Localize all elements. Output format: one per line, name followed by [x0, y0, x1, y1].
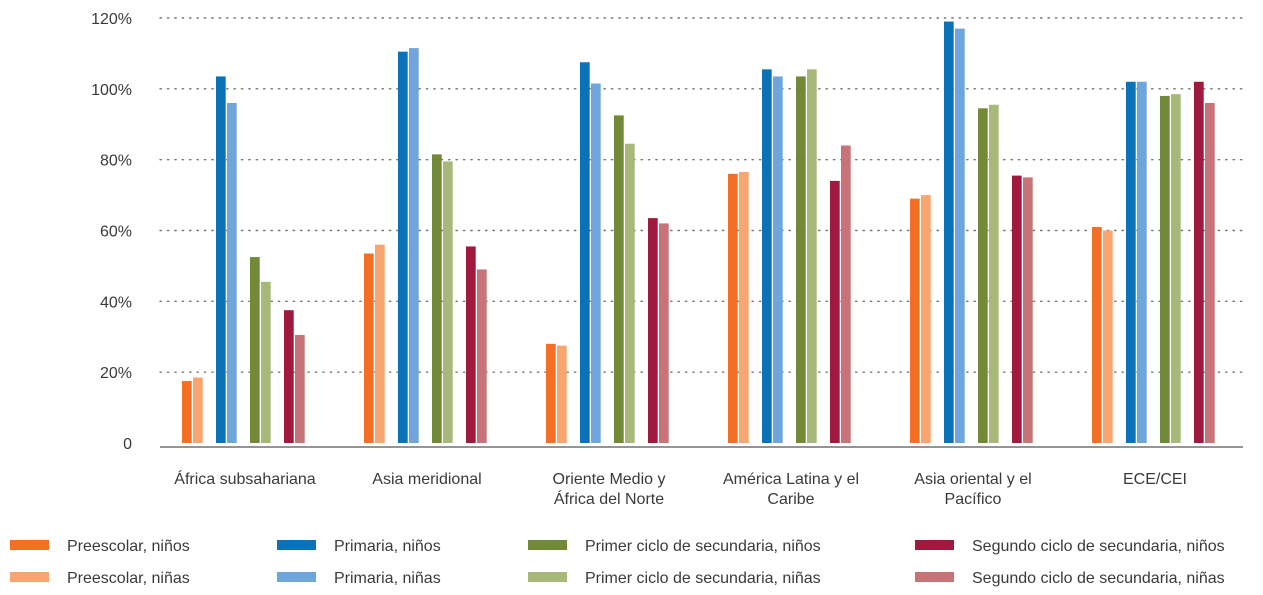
legend-label: Preescolar, niñas	[67, 570, 190, 587]
bar-7-1	[284, 310, 294, 443]
bar-3-6	[1126, 81, 1136, 443]
category-label: Asia meridional	[372, 471, 481, 488]
y-tick-label: 0	[123, 436, 132, 453]
bar-1-4	[728, 173, 738, 444]
category-label: América Latina y el	[723, 471, 859, 488]
bar-7-5	[1012, 175, 1022, 443]
legend-swatch	[10, 540, 49, 550]
gridlines	[159, 17, 1244, 373]
bar-2-2	[375, 244, 385, 443]
y-tick-label: 120%	[91, 11, 132, 28]
bar-5-5	[978, 108, 988, 443]
legend-label: Primaria, niños	[334, 538, 441, 555]
bar-8-6	[1205, 103, 1215, 443]
bar-4-6	[1137, 81, 1147, 443]
legend-label: Segundo ciclo de secundaria, niñas	[972, 570, 1225, 587]
bar-5-1	[250, 257, 260, 443]
bar-2-4	[739, 172, 749, 443]
category-label: ECE/CEI	[1123, 471, 1187, 488]
y-axis-tick-labels: 0 20% 40% 60% 80% 100% 120%	[91, 11, 132, 453]
bar-8-5	[1023, 177, 1033, 443]
legend-swatch	[10, 572, 49, 582]
bar-4-3	[591, 83, 601, 443]
category-label: África subsahariana	[174, 469, 316, 488]
bar-8-4	[841, 145, 851, 443]
bar-8-3	[659, 223, 669, 443]
bar-7-3	[648, 218, 658, 443]
bar-6-2	[443, 161, 453, 443]
category-label: África del Norte	[554, 489, 664, 508]
category-label: Asia oriental y el	[914, 471, 1031, 488]
bar-3-3	[580, 62, 590, 443]
bar-5-6	[1160, 95, 1170, 444]
bar-2-6	[1103, 230, 1113, 443]
bar-6-3	[625, 143, 635, 443]
bar-1-2	[364, 253, 374, 443]
bar-5-4	[796, 76, 806, 443]
category-labels: África subsahariana Asia meridional Orient…	[174, 469, 1187, 508]
bar-1-3	[546, 343, 556, 443]
bar-4-4	[773, 76, 783, 443]
bar-2-5	[921, 195, 931, 443]
category-label: Pacífico	[945, 491, 1002, 508]
legend-swatch	[915, 572, 954, 582]
bar-5-3	[614, 115, 624, 443]
legend-swatch	[528, 540, 567, 550]
bar-7-6	[1194, 81, 1204, 443]
bar-5-2	[432, 154, 442, 443]
bar-6-5	[989, 104, 999, 443]
y-tick-label: 40%	[100, 294, 132, 311]
bar-4-2	[409, 48, 419, 444]
bar-6-4	[807, 69, 817, 444]
bars	[182, 21, 1215, 444]
legend: Preescolar, niños Preescolar, niñas Primar…	[10, 538, 1225, 587]
bar-4-1	[227, 103, 237, 443]
bar-2-3	[557, 345, 567, 443]
category-label: Oriente Medio y	[553, 471, 666, 488]
y-tick-label: 20%	[100, 365, 132, 382]
bar-3-5	[944, 21, 954, 444]
bar-7-2	[466, 246, 476, 443]
legend-label: Primer ciclo de secundaria, niños	[585, 538, 821, 555]
bar-1-5	[910, 198, 920, 443]
bar-6-1	[261, 281, 271, 443]
legend-swatch	[277, 540, 316, 550]
legend-label: Primer ciclo de secundaria, niñas	[585, 570, 821, 587]
legend-label: Preescolar, niños	[67, 538, 190, 555]
legend-label: Segundo ciclo de secundaria, niños	[972, 538, 1225, 555]
bar-6-6	[1171, 94, 1181, 443]
y-tick-label: 80%	[100, 153, 132, 170]
y-tick-label: 60%	[100, 224, 132, 241]
bar-2-1	[193, 377, 203, 443]
bar-8-1	[295, 334, 305, 443]
bar-7-4	[830, 180, 840, 443]
bar-1-6	[1092, 226, 1102, 443]
category-label: Caribe	[767, 491, 814, 508]
legend-swatch	[277, 572, 316, 582]
legend-swatch	[915, 540, 954, 550]
bar-3-1	[216, 76, 226, 443]
bar-3-4	[762, 69, 772, 444]
bar-8-2	[477, 269, 487, 443]
legend-label: Primaria, niñas	[334, 570, 441, 587]
bar-4-5	[955, 28, 965, 443]
legend-swatch	[528, 572, 567, 582]
bar-3-2	[398, 51, 408, 443]
y-tick-label: 100%	[91, 82, 132, 99]
bar-1-1	[182, 381, 192, 443]
